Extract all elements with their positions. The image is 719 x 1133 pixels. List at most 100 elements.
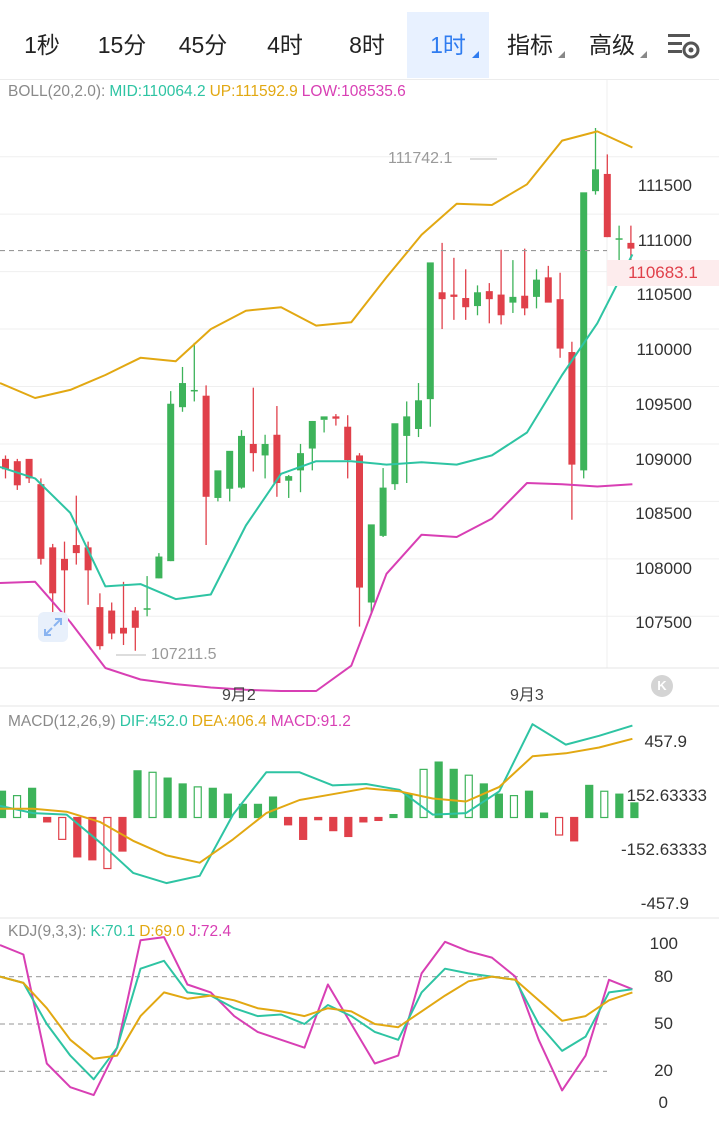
macd-histogram-bar <box>344 816 353 838</box>
macd-histogram-bar <box>539 812 549 819</box>
caret-icon <box>558 51 565 58</box>
kdj-legend: KDJ(9,3,3): K:70.1 D:69.0 J:72.4 <box>8 923 235 941</box>
macd-histogram-bar <box>12 795 22 819</box>
expand-icon[interactable] <box>38 612 68 642</box>
candle-body <box>391 423 399 485</box>
candle-body <box>592 169 599 192</box>
current-price-tag: 110683.1 <box>607 260 719 286</box>
tabs-divider <box>0 79 719 80</box>
price-tick: 110000 <box>636 340 692 359</box>
candle-body <box>497 294 505 316</box>
kdj-d-line <box>0 975 633 1060</box>
price-tick: 108000 <box>635 559 692 578</box>
macd-dif: DIF:452.0 <box>119 713 188 730</box>
tab-45m[interactable]: 45分 <box>178 32 228 58</box>
candle-body <box>533 279 540 297</box>
macd-histogram-bar <box>314 816 323 821</box>
candle-body <box>603 173 611 238</box>
tab-1s[interactable]: 1秒 <box>24 32 60 58</box>
boll-up: UP:111592.9 <box>209 83 298 100</box>
timeframe-tabs: 1秒 15分 45分 4时 8时 1时 指标 高级 <box>0 0 719 90</box>
macd-histogram-bar <box>163 777 172 819</box>
date-tick: 9月3 <box>510 687 544 704</box>
kdj-tick: 20 <box>654 1061 673 1080</box>
candle-body <box>627 242 635 249</box>
macd-histogram-bar <box>630 802 639 819</box>
candle-body <box>25 458 33 479</box>
candle-body <box>249 443 257 454</box>
price-tick: 109000 <box>635 450 692 469</box>
boll-mid: MID:110064.2 <box>109 83 206 100</box>
kdj-k-line <box>0 959 633 1081</box>
candle-body <box>403 416 411 436</box>
candle-body <box>426 262 434 400</box>
macd-histogram-bar <box>464 774 473 819</box>
kdj-tick: 80 <box>654 967 673 986</box>
macd-histogram-bar <box>615 793 624 819</box>
macd-legend: MACD(12,26,9) DIF:452.0 DEA:406.4 MACD:91.2 <box>8 713 355 731</box>
macd-histogram-bar <box>494 793 503 819</box>
macd-value: MACD:91.2 <box>270 713 351 730</box>
candle-body <box>190 389 198 392</box>
candle-body <box>285 476 293 481</box>
macd-histogram-bar <box>43 816 52 823</box>
price-tick: 111000 <box>637 231 692 250</box>
candle-body <box>521 295 529 309</box>
candle-body <box>120 627 127 634</box>
macd-histogram-bar <box>193 786 202 819</box>
candle-body <box>143 608 151 610</box>
candle-body <box>438 292 446 300</box>
low-price-label: 107211.5 <box>151 646 217 663</box>
macd-histogram-bar <box>0 790 7 819</box>
candle-body <box>84 547 92 571</box>
macd-histogram-bar <box>133 770 142 819</box>
candle-body <box>179 383 186 408</box>
candle-body <box>332 416 340 419</box>
candle-body <box>61 558 68 571</box>
candle-body <box>96 607 104 647</box>
tab-1h[interactable]: 1时 <box>407 12 489 78</box>
candle-body <box>167 403 175 562</box>
tab-4h[interactable]: 4时 <box>267 32 303 58</box>
kdj-j: J:72.4 <box>188 923 232 940</box>
candle-body <box>379 487 387 536</box>
candle-body <box>37 484 45 559</box>
chart-settings-icon[interactable] <box>664 28 704 64</box>
kdj-tick: 0 <box>658 1093 668 1112</box>
candle-body <box>568 352 576 465</box>
macd-histogram-bar <box>585 784 594 819</box>
candle-body <box>2 458 9 470</box>
macd-tick: -152.63333 <box>620 840 707 859</box>
tab-advanced[interactable]: 高级 <box>575 12 657 78</box>
candle-body <box>131 610 139 628</box>
kdj-tick: 100 <box>649 934 678 953</box>
candle-body <box>485 291 493 300</box>
macd-label: MACD(12,26,9) <box>8 713 116 730</box>
macd-dif-line <box>0 723 633 885</box>
macd-histogram-bar <box>449 768 458 819</box>
candle-body <box>273 434 281 484</box>
tab-indicators[interactable]: 指标 <box>493 12 575 78</box>
candle-body <box>226 450 234 489</box>
price-tick: 110500 <box>636 285 692 304</box>
macd-histogram-bar <box>148 771 157 819</box>
candle-body <box>297 453 304 471</box>
macd-histogram-bar <box>509 795 519 819</box>
tab-8h[interactable]: 8时 <box>349 32 385 58</box>
macd-histogram-bar <box>299 816 308 840</box>
boll-upper-line <box>0 130 633 399</box>
macd-histogram-bar <box>600 790 609 819</box>
price-tick: 108500 <box>635 504 692 523</box>
macd-histogram-bar <box>389 813 398 819</box>
candle-body <box>308 420 316 449</box>
macd-histogram-bar <box>253 803 263 819</box>
price-tick: 111500 <box>637 176 692 195</box>
candle-body <box>320 416 328 420</box>
candle-body <box>450 294 458 297</box>
macd-histogram-bar <box>238 803 248 819</box>
candle-body <box>108 610 116 634</box>
candle-body <box>509 296 517 303</box>
tab-15m[interactable]: 15分 <box>97 32 147 58</box>
macd-histogram-bar <box>178 783 187 819</box>
